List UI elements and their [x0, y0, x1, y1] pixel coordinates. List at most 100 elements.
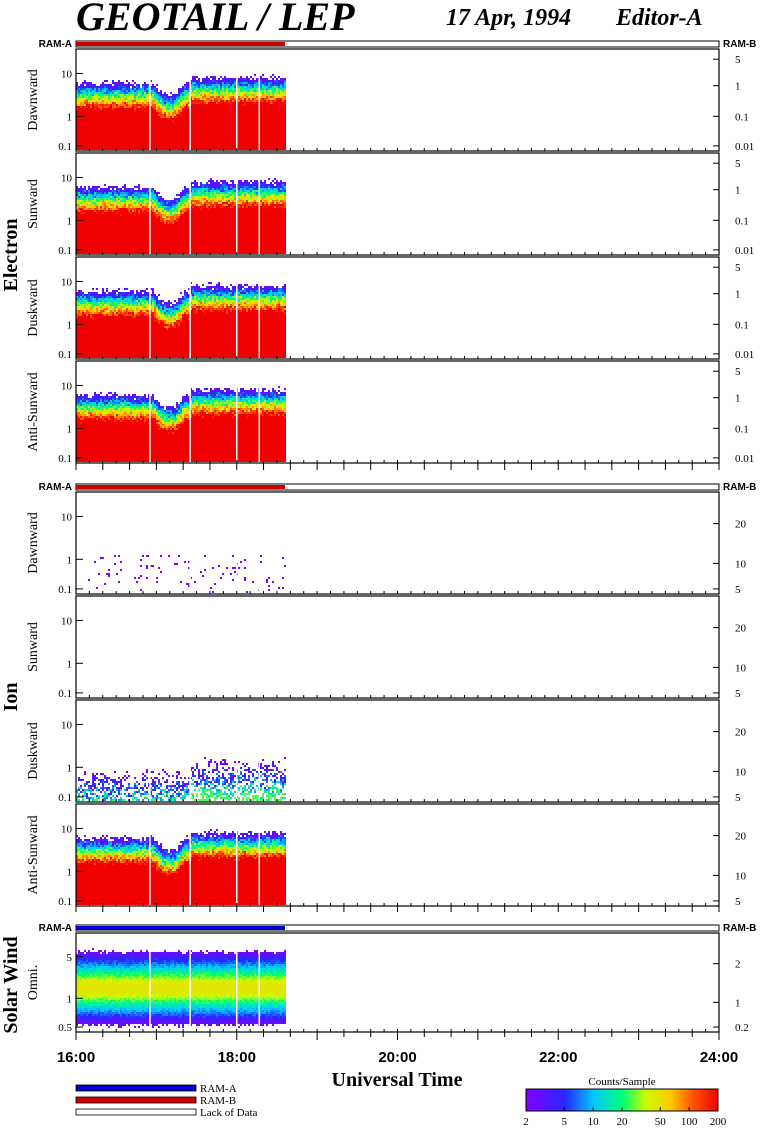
- left-tick-label: 0.1: [58, 349, 72, 361]
- legend-label: RAM-B: [200, 1095, 236, 1107]
- group-label: Solar Wind: [0, 936, 22, 1033]
- right-tick-label: 5: [735, 54, 741, 66]
- mode-left-label: RAM-A: [39, 923, 72, 934]
- colorbar-tick-label: 20: [617, 1116, 629, 1128]
- panel-label: Sunward: [26, 622, 41, 672]
- group-ion: RAM-A RAM-BIon1010.120105Dawnward1010.120…: [0, 482, 756, 908]
- group-label: Ion: [0, 683, 22, 712]
- spectrogram: [76, 757, 286, 801]
- right-tick-label: 5: [735, 792, 741, 804]
- colorbar-tick-label: 200: [710, 1116, 727, 1128]
- left-tick-label: 0.1: [58, 688, 72, 700]
- right-tick-label: 1: [735, 289, 741, 301]
- x-tick-label: 18:00: [218, 1049, 256, 1066]
- spectrogram: [88, 555, 286, 593]
- right-tick-label: 10: [735, 870, 747, 882]
- colorbar-title: Counts/Sample: [588, 1076, 655, 1088]
- spectrogram: [76, 948, 286, 1028]
- left-tick-label: 1: [67, 866, 73, 878]
- colorbar-tick-label: 2: [523, 1116, 529, 1128]
- group-electron: RAM-A RAM-B Electron 10 1 0.1 5 1 0.1 0.01 Dawnwar…: [0, 39, 756, 465]
- x-tick-label: 22:00: [539, 1049, 577, 1066]
- right-tick-label: 10: [735, 558, 747, 570]
- figure-editor: Editor-A: [615, 5, 703, 31]
- figure-date: 17 Apr, 1994: [446, 5, 571, 31]
- left-tick-label: 0.1: [58, 584, 72, 596]
- group-label: Electron: [0, 219, 22, 292]
- right-tick-label: 0.01: [735, 245, 754, 257]
- left-tick-label: 0.1: [58, 792, 72, 804]
- right-tick-label: 20: [735, 831, 747, 843]
- panel-label: Duskward: [26, 722, 41, 780]
- left-tick-label: 0.1: [58, 453, 72, 465]
- legend-swatch: [76, 1097, 196, 1103]
- panel-label: Duskward: [26, 279, 41, 337]
- left-tick-label: 1: [67, 993, 73, 1005]
- x-axis-label: Universal Time: [332, 1069, 463, 1091]
- left-tick-label: 10: [61, 276, 73, 288]
- legend-label: Lack of Data: [200, 1107, 258, 1119]
- panel-label: Dawnward: [26, 69, 41, 130]
- mode-bar-fill: [76, 485, 285, 489]
- panel-label: Anti-Sunward: [26, 372, 41, 451]
- right-tick-label: 0.01: [735, 141, 754, 153]
- right-tick-label: 5: [735, 366, 741, 378]
- mode-left-label: RAM-A: [39, 482, 72, 493]
- right-tick-label: 0.1: [735, 319, 749, 331]
- mode-right-label: RAM-B: [723, 39, 756, 50]
- left-tick-label: 0.5: [58, 1022, 72, 1034]
- right-tick-label: 2: [735, 959, 741, 971]
- panel-duskward: 10 1 0.1 5 1 0.1 0.01 Duskward: [26, 257, 754, 361]
- left-tick-label: 10: [61, 719, 73, 731]
- left-tick-label: 0.1: [58, 896, 72, 908]
- x-tick-label: 16:00: [57, 1049, 95, 1066]
- spectrogram: [76, 829, 286, 905]
- x-tick-label: 24:00: [700, 1049, 738, 1066]
- mode-right-label: RAM-B: [723, 482, 756, 493]
- right-tick-label: 1: [735, 997, 741, 1009]
- right-tick-label: 1: [735, 185, 741, 197]
- panel-label: Dawnward: [26, 512, 41, 573]
- panel-label: Sunward: [26, 179, 41, 229]
- figure-title: GEOTAIL / LEP: [76, 0, 355, 39]
- legend-swatch: [76, 1109, 196, 1115]
- left-tick-label: 5: [67, 952, 73, 964]
- panel-label: Anti-Sunward: [26, 815, 41, 894]
- colorbar-tick-label: 5: [561, 1116, 567, 1128]
- panel-frame: [76, 596, 719, 698]
- mode-bar-fill: [76, 42, 285, 46]
- right-tick-label: 20: [735, 727, 747, 739]
- left-tick-label: 1: [67, 319, 73, 331]
- mode-left-label: RAM-A: [39, 39, 72, 50]
- right-tick-label: 10: [735, 662, 747, 674]
- left-tick-label: 10: [61, 380, 73, 392]
- right-tick-label: 5: [735, 262, 741, 274]
- right-tick-label: 0.1: [735, 423, 749, 435]
- colorbar-tick-label: 10: [588, 1116, 600, 1128]
- right-tick-label: 5: [735, 688, 741, 700]
- mode-right-label: RAM-B: [723, 923, 756, 934]
- panel-label: Omni.: [26, 965, 41, 1000]
- left-tick-label: 10: [61, 615, 73, 627]
- panel-anti-sunward: 10 1 0.1 5 1 0.1 0.01 Anti-Sunward: [26, 361, 754, 465]
- right-tick-label: 0.01: [735, 349, 754, 361]
- right-tick-label: 10: [735, 766, 747, 778]
- left-tick-label: 10: [61, 172, 73, 184]
- panels-layer: RAM-A RAM-B Electron 10 1 0.1 5 1 0.1 0.01 Dawnwar…: [0, 39, 756, 1034]
- left-tick-label: 1: [67, 658, 73, 670]
- legend-swatch: [76, 1085, 196, 1091]
- left-tick-label: 1: [67, 423, 73, 435]
- left-tick-label: 0.1: [58, 245, 72, 257]
- right-tick-label: 1: [735, 393, 741, 405]
- right-tick-label: 0.01: [735, 453, 754, 465]
